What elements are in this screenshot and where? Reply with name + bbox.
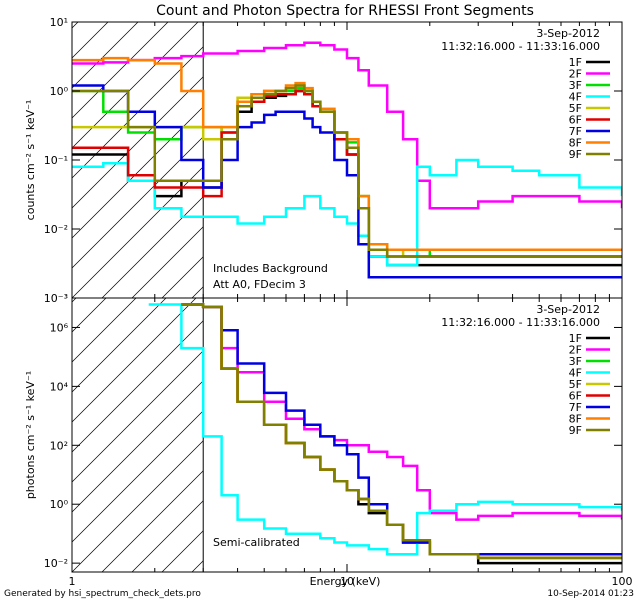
- hatch-line: [0, 298, 46, 572]
- hatched-region: [0, 298, 622, 572]
- time-range-label: 11:32:16.000 - 11:33:16.000: [441, 40, 600, 53]
- annotation-1: Includes Background: [213, 262, 328, 275]
- y-tick-label: 10⁴: [50, 380, 69, 393]
- hatch-line: [0, 22, 18, 298]
- y-tick-label: 10⁶: [50, 321, 69, 334]
- hatch-line: [72, 298, 77, 303]
- hatch-line: [72, 298, 167, 393]
- legend-label-4f: 4F: [569, 367, 582, 380]
- hatch-line: [72, 22, 139, 89]
- y-tick-label: 10⁰: [50, 498, 69, 511]
- legend-label-2f: 2F: [569, 344, 582, 357]
- x-tick-label: 10: [340, 575, 354, 588]
- y-axis-label: photons cm⁻² s⁻¹ keV⁻¹: [24, 371, 37, 499]
- series-line-4f: [148, 303, 622, 556]
- legend-label-7f: 7F: [569, 125, 582, 138]
- chart-title: Count and Photon Spectra for RHESSI Fron…: [156, 3, 534, 19]
- legend-label-1f: 1F: [569, 332, 582, 345]
- hatch-line: [72, 22, 169, 119]
- series-line-9f: [181, 303, 622, 560]
- hatch-line: [72, 298, 107, 333]
- date-label: 3-Sep-2012: [536, 303, 600, 316]
- legend-label-6f: 6F: [569, 114, 582, 127]
- series-line-4f: [72, 158, 622, 267]
- y-tick-label: 10⁰: [50, 85, 69, 98]
- hatch-mask: [203, 22, 622, 298]
- legend-label-1f: 1F: [569, 56, 582, 69]
- y-tick-label: 10⁻²: [44, 223, 68, 236]
- footer-right: 10-Sep-2014 01:23: [547, 589, 634, 599]
- legend-label-9f: 9F: [569, 148, 582, 161]
- legend-label-9f: 9F: [569, 424, 582, 437]
- legend-label-6f: 6F: [569, 390, 582, 403]
- series-group: [72, 41, 622, 279]
- legend-label-8f: 8F: [569, 137, 582, 150]
- x-tick-label: 1: [69, 575, 76, 588]
- date-label: 3-Sep-2012: [536, 27, 600, 40]
- hatch-mask: [203, 298, 622, 572]
- series-line-9f: [72, 84, 622, 258]
- panel-top: 10¹ 10⁰ 10⁻¹ 10⁻² 10⁻³ counts cm⁻² s⁻¹ keV⁻¹ 3…: [0, 16, 623, 305]
- y-tick-label: 10⁻³: [44, 292, 68, 305]
- legend-label-4f: 4F: [569, 91, 582, 104]
- hatch-line: [72, 298, 197, 423]
- legend-label-7f: 7F: [569, 401, 582, 414]
- annotation-1: Semi-calibrated: [213, 536, 300, 549]
- legend-label-2f: 2F: [569, 68, 582, 81]
- series-line-2f: [181, 303, 622, 521]
- legend-label-8f: 8F: [569, 413, 582, 426]
- hatched-region: [0, 22, 622, 298]
- x-tick-label: 100: [612, 575, 633, 588]
- hatch-line: [72, 22, 199, 149]
- y-tick-label: 10⁻²: [44, 557, 68, 570]
- legend-label-3f: 3F: [569, 79, 582, 92]
- y-tick-label: 10¹: [50, 16, 68, 29]
- y-tick-label: 10²: [50, 439, 68, 452]
- hatch-line: [72, 298, 137, 363]
- legend-label-5f: 5F: [569, 378, 582, 391]
- annotation-2: Att A0, FDecim 3: [213, 278, 306, 291]
- footer-left: Generated by hsi_spectrum_check_dets.pro: [4, 589, 201, 599]
- time-range-label: 11:32:16.000 - 11:33:16.000: [441, 316, 600, 329]
- series-group: [148, 303, 622, 565]
- x-axis-label: Energy (keV): [310, 575, 381, 588]
- hatch-line: [0, 298, 16, 572]
- panel-bottom: 1 10 100 10⁶ 10⁴ 10² 10⁰ 10⁻² photons cm⁻² s⁻¹ k…: [0, 297, 633, 588]
- y-axis-label: counts cm⁻² s⁻¹ keV⁻¹: [24, 100, 37, 221]
- series-line-2f: [72, 41, 622, 210]
- legend-label-3f: 3F: [569, 355, 582, 368]
- y-tick-label: 10⁻¹: [44, 154, 68, 167]
- legend-label-5f: 5F: [569, 102, 582, 115]
